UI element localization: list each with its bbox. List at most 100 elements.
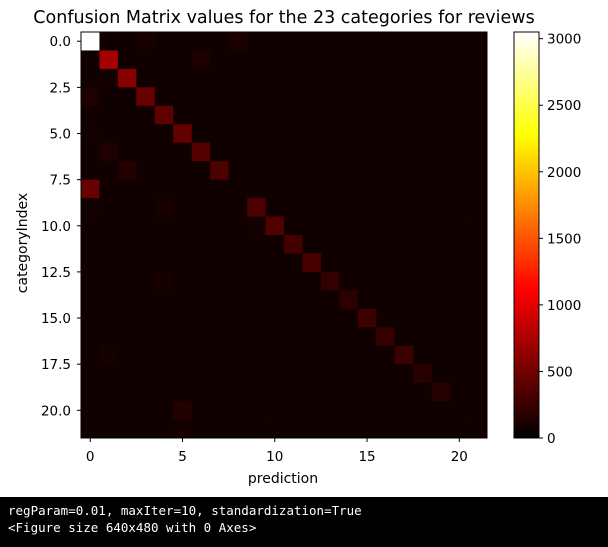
heatmap-cell [302,345,322,365]
heatmap-cell [81,105,100,125]
heatmap-cell [284,308,303,328]
heatmap-cell [431,179,451,199]
heatmap-cell [431,32,451,51]
heatmap-cell [173,382,193,402]
colorbar-ticks: 0 500 1000 1500 2000 2500 3000 [539,32,581,447]
heatmap-cell [357,308,377,328]
heatmap-cell [117,290,137,310]
heatmap-cell [376,253,396,273]
heatmap-cell [394,161,414,181]
heatmap-cell [284,124,303,144]
heatmap-cell [357,345,377,365]
heatmap-cell [247,32,266,51]
heatmap-cell [210,50,230,70]
heatmap-cell [210,345,230,365]
heatmap-cell [394,105,414,125]
heatmap-cell [413,179,433,199]
heatmap-cell [394,271,414,291]
heatmap-cell [99,308,119,328]
heatmap-cell [265,124,285,144]
heatmap-cell [431,345,451,365]
heatmap-cell [154,290,174,310]
heatmap-cell [413,382,433,402]
heatmap-cell [320,179,340,199]
heatmap-cell [265,271,285,291]
heatmap-cell [136,68,156,88]
heatmap-cell [284,364,303,384]
heatmap-cell [450,216,469,236]
heatmap-cell [228,271,248,291]
heatmap-cell [302,124,322,144]
heatmap-cell [191,401,211,420]
heatmap-cell [154,32,174,51]
heatmap-cell [265,142,285,162]
heatmap-cell [247,198,266,217]
heatmap-cells [81,32,488,439]
heatmap-cell [99,345,119,365]
heatmap-cell [357,68,377,88]
heatmap-cell [154,271,174,291]
heatmap-cell [228,382,248,402]
heatmap-cell [210,105,230,125]
heatmap-cell [413,68,433,88]
heatmap-cell [247,271,266,291]
heatmap-cell [339,401,359,420]
heatmap-cell [339,142,359,162]
heatmap-cell [247,308,266,328]
heatmap-cell [339,364,359,384]
heatmap-cell [136,327,156,347]
heatmap-cell [265,161,285,181]
heatmap-cell [376,50,396,70]
heatmap-cell [210,32,230,51]
heatmap-cell [154,253,174,273]
heatmap-cell [320,198,340,217]
heatmap-cell [376,364,396,384]
heatmap-cell [117,142,137,162]
heatmap-cell [136,32,156,51]
heatmap-cell [81,419,100,439]
heatmap-cell [191,271,211,291]
heatmap-cell [81,50,100,70]
heatmap-cell [302,87,322,107]
heatmap-cell [81,32,100,51]
heatmap-cell [302,32,322,51]
heatmap-cell [468,382,488,402]
heatmap-cell [228,87,248,107]
heatmap-cell [468,216,488,236]
heatmap-cell [191,179,211,199]
heatmap-cell [81,161,100,181]
heatmap-cell [339,271,359,291]
heatmap-cell [450,419,469,439]
heatmap-cell [394,68,414,88]
heatmap-cell [136,345,156,365]
heatmap-cell [210,68,230,88]
heatmap-cell [302,179,322,199]
y-axis: 0.0 2.5 5.0 7.5 10.0 12.5 15.0 17.5 20.0 [41,34,81,419]
heatmap-cell [99,198,119,217]
heatmap-cell [284,271,303,291]
heatmap-cell [265,198,285,217]
heatmap-cell [450,253,469,273]
heatmap-cell [450,401,469,420]
heatmap-cell [320,419,340,439]
heatmap-cell [302,50,322,70]
heatmap-cell [339,198,359,217]
heatmap-cell [376,327,396,347]
heatmap-cell [117,382,137,402]
output-line-figure: <Figure size 640x480 with 0 Axes> [8,520,257,535]
heatmap-cell [302,327,322,347]
heatmap-cell [191,290,211,310]
heatmap-cell [357,32,377,51]
heatmap-cell [81,345,100,365]
heatmap-cell [320,290,340,310]
heatmap-cell [265,105,285,125]
heatmap-cell [450,308,469,328]
heatmap-cell [136,216,156,236]
heatmap-cell [154,308,174,328]
heatmap-cell [99,161,119,181]
heatmap-cell [265,327,285,347]
heatmap-cell [210,271,230,291]
heatmap-cell [394,419,414,439]
heatmap-cell [136,253,156,273]
heatmap-cell [136,235,156,254]
